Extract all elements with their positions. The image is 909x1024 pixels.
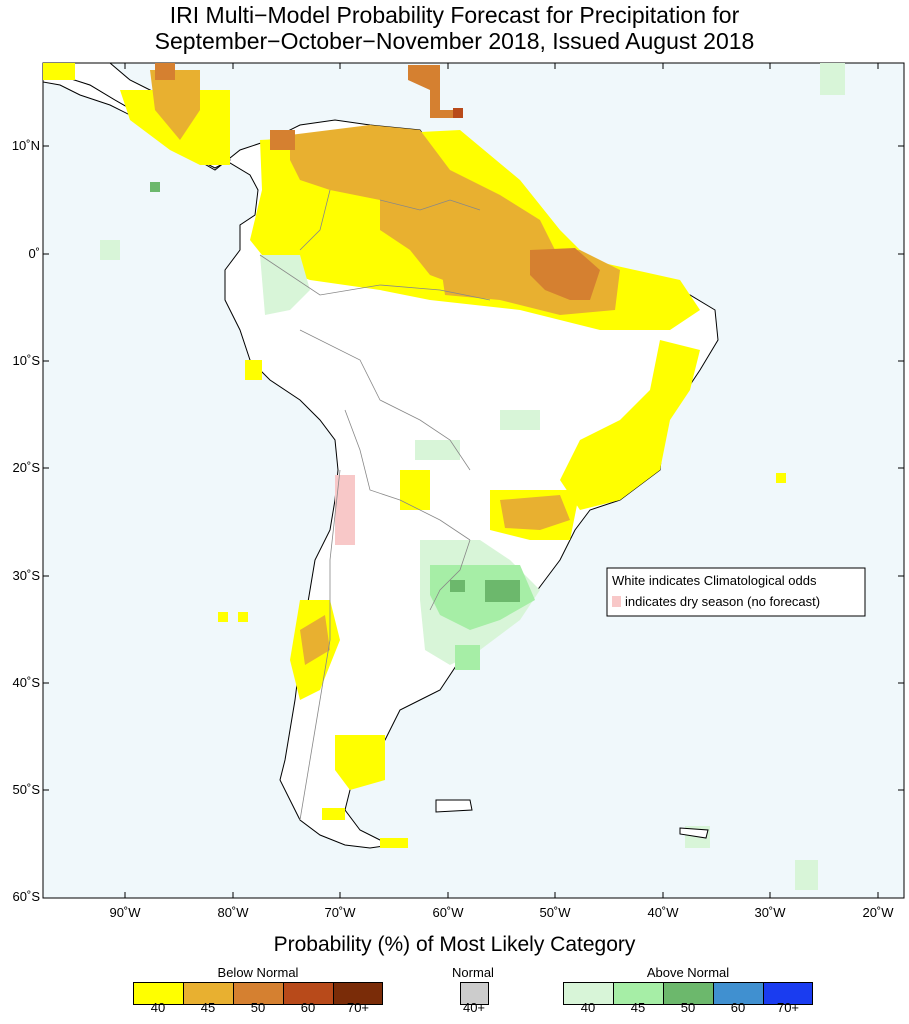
title-line-2: September−October−November 2018, Issued … — [154, 28, 755, 54]
above-normal-label: Above Normal — [646, 965, 730, 980]
title-line-1: IRI Multi−Model Probability Forecast for… — [169, 2, 740, 28]
lon-label: 30˚W — [754, 905, 786, 920]
above-tick: 45 — [630, 1000, 646, 1015]
lon-label: 70˚W — [324, 905, 356, 920]
lon-label: 40˚W — [647, 905, 679, 920]
dry-season-area — [335, 475, 355, 545]
below-normal-60-areas — [453, 108, 463, 118]
above-tick: 70+ — [776, 1000, 800, 1015]
lon-label: 20˚W — [862, 905, 894, 920]
swatch-above-70 — [763, 982, 813, 1005]
lat-label: 20˚S — [13, 460, 41, 475]
lon-label: 90˚W — [109, 905, 141, 920]
south-georgia — [679, 827, 709, 839]
lat-label: 10˚S — [13, 353, 41, 368]
lat-label: 30˚S — [13, 568, 41, 583]
lat-label: 60˚S — [13, 889, 41, 904]
below-normal-label: Below Normal — [217, 965, 299, 980]
below-tick: 40 — [150, 1000, 166, 1015]
lon-label: 80˚W — [217, 905, 249, 920]
lat-label: 50˚S — [13, 782, 41, 797]
below-tick: 60 — [300, 1000, 316, 1015]
falkland-islands — [435, 799, 473, 813]
normal-label: Normal — [452, 965, 494, 980]
above-normal-50-areas — [150, 182, 520, 602]
above-tick: 60 — [730, 1000, 746, 1015]
above-tick: 50 — [680, 1000, 696, 1015]
info-line-2: indicates dry season (no forecast) — [625, 594, 820, 609]
swatch-normal-40 — [460, 982, 489, 1005]
dry-season-swatch — [612, 596, 621, 607]
below-tick: 70+ — [346, 1000, 370, 1015]
country-borders — [259, 189, 491, 821]
below-tick: 50 — [250, 1000, 266, 1015]
swatch-below-70 — [333, 982, 383, 1005]
below-tick: 45 — [200, 1000, 216, 1015]
forecast-map: 10˚N 0˚ 10˚S 20˚S 30˚S 40˚S 50˚S 60˚S 90… — [12, 62, 905, 920]
lat-label: 40˚S — [13, 675, 41, 690]
lat-ticks — [43, 145, 904, 791]
lon-label: 60˚W — [432, 905, 464, 920]
info-box: White indicates Climatological odds indi… — [606, 567, 866, 617]
lat-label: 10˚N — [12, 138, 40, 153]
lon-ticks — [124, 63, 879, 898]
info-line-1: White indicates Climatological odds — [612, 573, 817, 588]
legend-title: Probability (%) of Most Likely Category — [273, 933, 636, 956]
above-tick: 40 — [580, 1000, 596, 1015]
normal-tick: 40+ — [462, 1000, 486, 1015]
lat-label: 0˚ — [28, 246, 40, 261]
below-normal-50-areas — [155, 63, 600, 300]
lon-label: 50˚W — [539, 905, 571, 920]
